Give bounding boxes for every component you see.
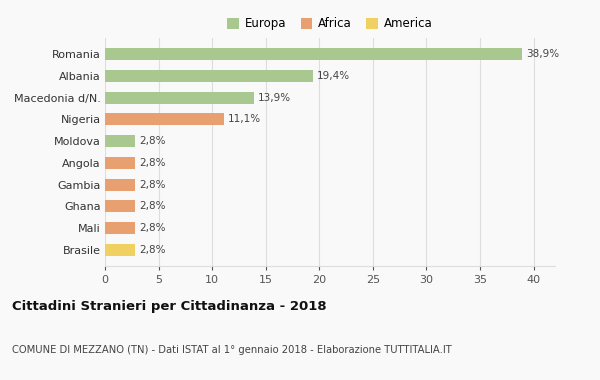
Text: COMUNE DI MEZZANO (TN) - Dati ISTAT al 1° gennaio 2018 - Elaborazione TUTTITALIA: COMUNE DI MEZZANO (TN) - Dati ISTAT al 1… (12, 345, 452, 355)
Text: 2,8%: 2,8% (139, 223, 166, 233)
Bar (105, 157, 135, 169)
Text: 38,9%: 38,9% (526, 49, 559, 59)
Text: 2,8%: 2,8% (139, 245, 166, 255)
Text: 2,8%: 2,8% (139, 180, 166, 190)
Bar (105, 135, 135, 147)
Bar (105, 200, 135, 212)
Bar (105, 70, 313, 82)
Text: 13,9%: 13,9% (258, 93, 292, 103)
Bar (105, 92, 254, 104)
Bar (105, 48, 522, 60)
Text: 11,1%: 11,1% (228, 114, 262, 124)
Bar (105, 222, 135, 234)
Legend: Europa, Africa, America: Europa, Africa, America (227, 17, 433, 30)
Text: 2,8%: 2,8% (139, 201, 166, 211)
Text: Cittadini Stranieri per Cittadinanza - 2018: Cittadini Stranieri per Cittadinanza - 2… (12, 300, 326, 313)
Text: 19,4%: 19,4% (317, 71, 350, 81)
Text: 2,8%: 2,8% (139, 136, 166, 146)
Bar (105, 179, 135, 190)
Text: 2,8%: 2,8% (139, 158, 166, 168)
Bar (105, 114, 224, 125)
Bar (105, 244, 135, 256)
